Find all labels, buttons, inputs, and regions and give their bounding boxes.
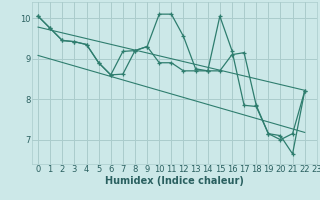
X-axis label: Humidex (Indice chaleur): Humidex (Indice chaleur) xyxy=(105,176,244,186)
